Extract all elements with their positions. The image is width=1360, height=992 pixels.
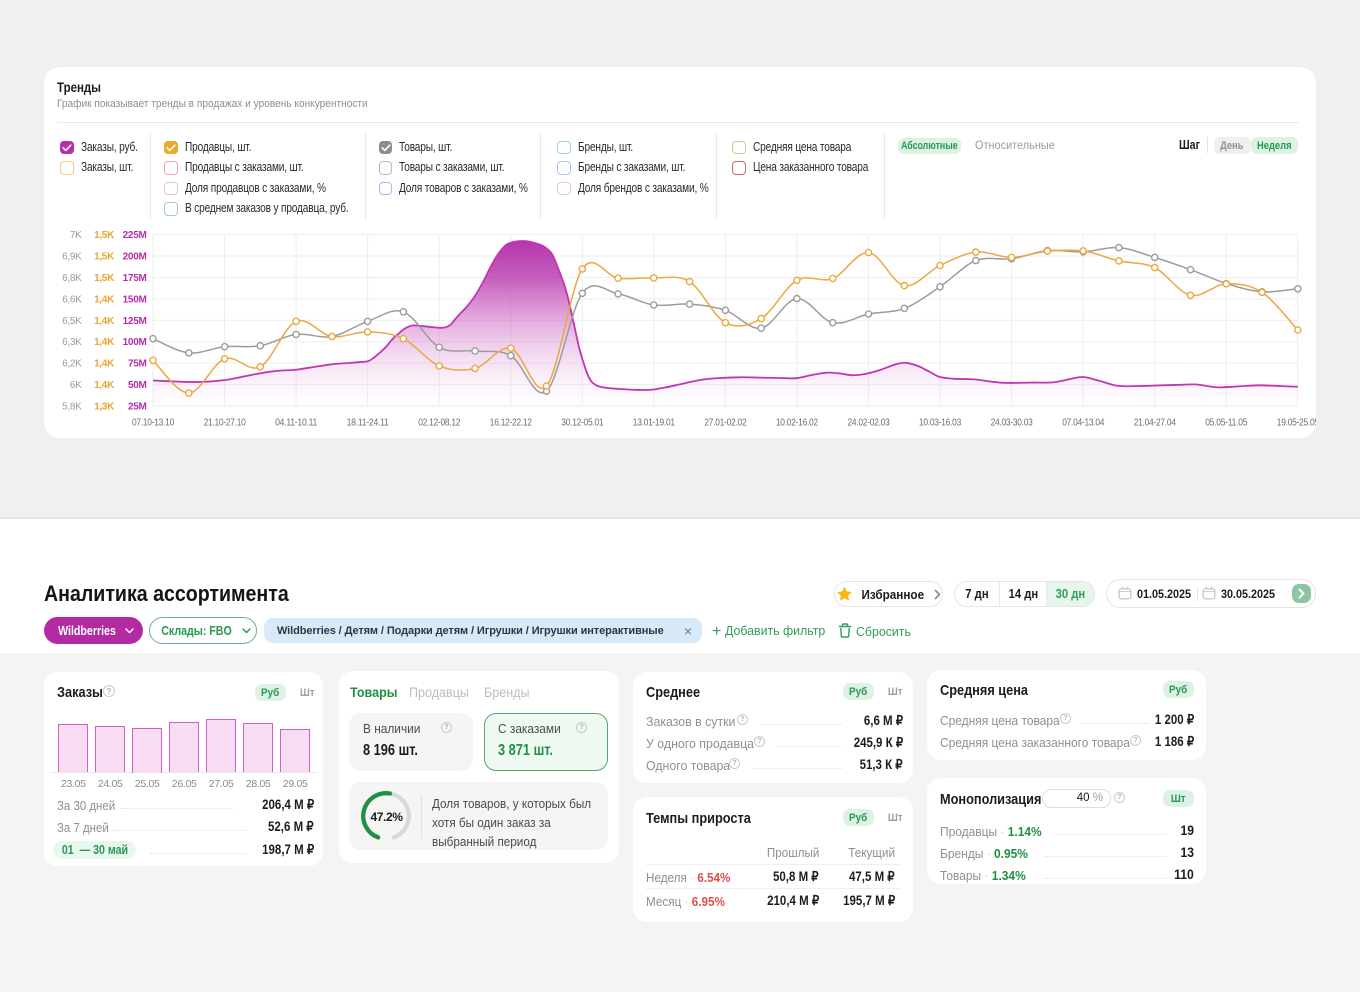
svg-text:1,4K: 1,4K [94, 359, 115, 370]
svg-text:05.05-11.05: 05.05-11.05 [1205, 418, 1248, 429]
svg-text:1,5K: 1,5K [94, 230, 115, 241]
svg-text:6,6K: 6,6K [62, 294, 82, 305]
svg-text:5,8K: 5,8K [62, 402, 82, 413]
svg-text:02.12-08.12: 02.12-08.12 [418, 418, 461, 429]
svg-text:21.10-27.10: 21.10-27.10 [204, 418, 247, 429]
svg-text:1,4K: 1,4K [94, 380, 115, 391]
svg-text:125M: 125M [123, 316, 147, 327]
svg-text:50M: 50M [128, 380, 147, 391]
svg-text:10.02-16.02: 10.02-16.02 [776, 418, 819, 429]
svg-text:1,5K: 1,5K [94, 273, 115, 284]
svg-text:07.10-13.10: 07.10-13.10 [132, 418, 175, 429]
svg-text:04.11-10.11: 04.11-10.11 [275, 418, 318, 429]
svg-text:24.02-02.03: 24.02-02.03 [848, 418, 891, 429]
svg-text:1,5K: 1,5K [94, 252, 115, 263]
svg-text:100M: 100M [123, 337, 147, 348]
svg-text:75M: 75M [128, 359, 147, 370]
svg-text:6K: 6K [70, 380, 82, 391]
svg-text:1,3K: 1,3K [94, 402, 115, 413]
svg-text:24.03-30.03: 24.03-30.03 [991, 418, 1034, 429]
svg-text:7K: 7K [70, 230, 82, 241]
svg-text:6,8K: 6,8K [62, 273, 82, 284]
svg-text:10.03-16.03: 10.03-16.03 [919, 418, 962, 429]
svg-text:27.01-02.02: 27.01-02.02 [704, 418, 747, 429]
svg-text:07.04-13.04: 07.04-13.04 [1062, 418, 1105, 429]
svg-text:6,2K: 6,2K [62, 359, 82, 370]
svg-text:200M: 200M [123, 252, 147, 263]
svg-text:25M: 25M [128, 402, 147, 413]
svg-text:175M: 175M [123, 273, 147, 284]
svg-text:225M: 225M [123, 230, 147, 241]
svg-text:1,4K: 1,4K [94, 294, 115, 305]
svg-text:13.01-19.01: 13.01-19.01 [633, 418, 676, 429]
svg-text:6,9K: 6,9K [62, 252, 82, 263]
svg-text:16.12-22.12: 16.12-22.12 [490, 418, 533, 429]
svg-text:1,4K: 1,4K [94, 337, 115, 348]
svg-text:6,3K: 6,3K [62, 337, 82, 348]
svg-text:21.04-27.04: 21.04-27.04 [1134, 418, 1177, 429]
svg-text:1,4K: 1,4K [94, 316, 115, 327]
svg-text:19.05-25.05: 19.05-25.05 [1277, 418, 1316, 429]
svg-text:6,5K: 6,5K [62, 316, 82, 327]
svg-text:150M: 150M [123, 294, 147, 305]
svg-text:30.12-05.01: 30.12-05.01 [561, 418, 604, 429]
svg-text:18.11-24.11: 18.11-24.11 [347, 418, 390, 429]
